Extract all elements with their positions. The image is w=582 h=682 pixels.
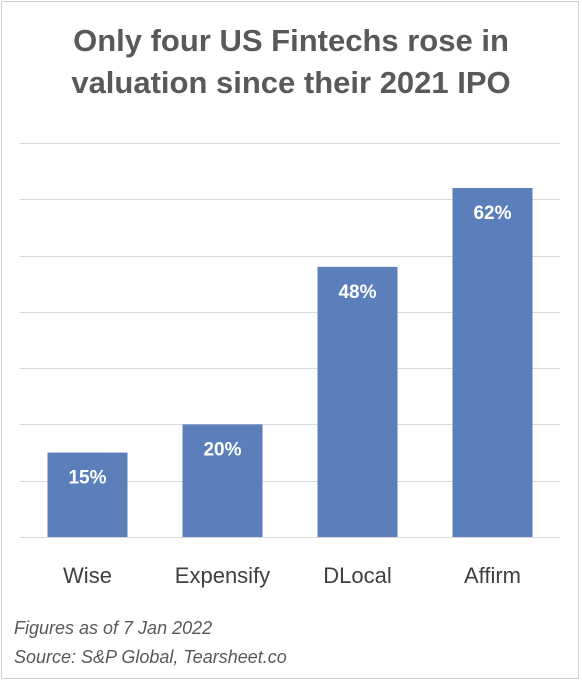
chart-title-line-1: Only four US Fintechs rose in bbox=[73, 23, 509, 58]
chart-title: Only four US Fintechs rose in valuation … bbox=[0, 20, 582, 104]
data-labels: 15% 20% 48% 62% bbox=[68, 203, 511, 489]
data-label: 48% bbox=[338, 282, 376, 303]
footnote-as-of: Figures as of 7 Jan 2022 bbox=[14, 618, 213, 638]
bar-dlocal bbox=[317, 266, 398, 537]
data-label: 15% bbox=[68, 468, 106, 489]
chart-title-line-2: valuation since their 2021 IPO bbox=[71, 65, 511, 100]
data-label: 62% bbox=[473, 203, 511, 224]
category-label: Expensify bbox=[175, 563, 270, 588]
category-label: Wise bbox=[63, 563, 112, 588]
category-label: Affirm bbox=[464, 563, 521, 588]
bars bbox=[47, 188, 533, 537]
category-labels: Wise Expensify DLocal Affirm bbox=[63, 563, 521, 588]
bar-expensify bbox=[182, 424, 263, 537]
data-label: 20% bbox=[203, 439, 241, 460]
bar-affirm bbox=[452, 188, 533, 537]
category-label: DLocal bbox=[323, 563, 391, 588]
footnote-source: Source: S&P Global, Tearsheet.co bbox=[14, 647, 287, 667]
bar-wise bbox=[47, 452, 128, 537]
